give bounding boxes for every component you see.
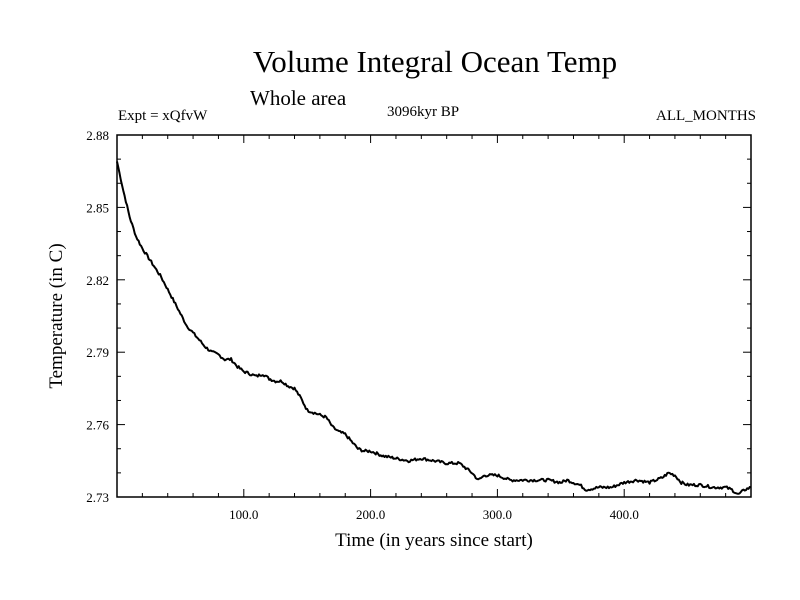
months-label: ALL_MONTHS — [656, 108, 756, 124]
x-tick-label: 100.0 — [229, 507, 258, 522]
y-axis-title: Temperature (in C) — [46, 243, 67, 388]
period-label: 3096kyr BP — [387, 104, 460, 120]
y-tick-label: 2.82 — [86, 273, 109, 288]
x-tick-label: 300.0 — [483, 507, 512, 522]
x-axis-title: Time (in years since start) — [335, 530, 533, 551]
x-tick-label: 400.0 — [610, 507, 639, 522]
chart-subtitle: Whole area — [250, 86, 347, 110]
chart-title: Volume Integral Ocean Temp — [252, 44, 618, 79]
y-tick-label: 2.79 — [86, 345, 109, 360]
plot-frame — [116, 134, 752, 498]
tick-labels: 100.0 200.0 300.0 400.0 2.73 2.76 2.79 2.82 2.85… — [86, 128, 639, 522]
y-tick-label: 2.85 — [86, 200, 109, 215]
temperature-series-line — [116, 161, 752, 495]
experiment-label: Expt = xQfvW — [118, 108, 208, 124]
x-tick-label: 200.0 — [356, 507, 385, 522]
y-tick-label: 2.73 — [86, 490, 109, 505]
y-tick-label: 2.76 — [86, 418, 109, 433]
y-tick-label: 2.88 — [86, 128, 109, 143]
tick-marks — [117, 134, 751, 498]
